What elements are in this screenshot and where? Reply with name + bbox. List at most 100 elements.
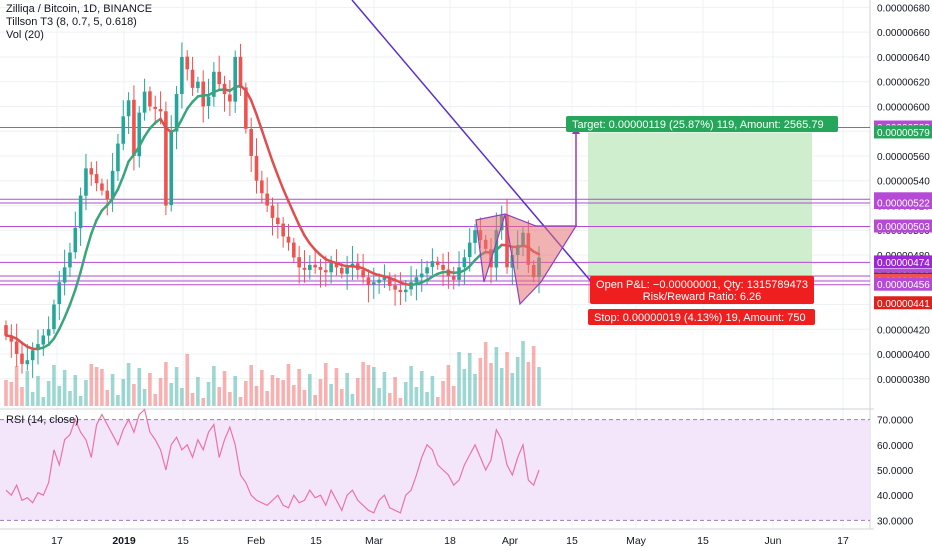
candle-body <box>255 156 259 181</box>
volume-bar <box>223 371 227 406</box>
stop-label: Stop: 0.00000019 (4.13%) 19, Amount: 750 <box>594 312 806 324</box>
candle-body <box>196 82 200 88</box>
volume-bar <box>377 388 381 406</box>
volume-bar <box>249 365 253 406</box>
volume-bar <box>100 369 104 406</box>
volume-bar <box>73 375 77 406</box>
volume-bar <box>409 366 413 406</box>
volume-bar <box>495 347 499 406</box>
volume-bar <box>516 357 520 406</box>
candle-body <box>265 194 269 206</box>
volume-bar <box>292 385 296 406</box>
volume-bar <box>404 382 408 406</box>
volume-bar <box>95 367 99 406</box>
volume-bar <box>329 384 333 406</box>
volume-bar <box>169 383 173 406</box>
t3-segment <box>304 235 309 243</box>
volume-bar <box>431 376 435 406</box>
candle-body <box>63 267 67 282</box>
candle-body <box>303 268 307 270</box>
candle-body <box>415 277 419 282</box>
pnl-label: Open P&L: −0.00000001, Qty: 1315789473 <box>596 279 808 291</box>
volume-bar <box>47 381 51 406</box>
time-tick-label: 17 <box>837 535 849 547</box>
volume-bar <box>201 398 205 406</box>
candle-body <box>324 270 328 272</box>
candle-body <box>271 206 275 218</box>
price-tick-label: 0.00000640 <box>877 53 930 64</box>
candle-body <box>281 224 285 237</box>
candle-body <box>404 290 408 292</box>
t3-segment <box>267 146 272 162</box>
volume-bars <box>4 341 541 406</box>
candle-body <box>468 243 472 257</box>
volume-bar <box>10 382 14 406</box>
volume-bar <box>63 370 67 406</box>
time-tick-label: 2019 <box>112 535 136 547</box>
risk-reward-label: Risk/Reward Ratio: 6.26 <box>643 291 762 303</box>
volume-bar <box>153 394 157 406</box>
volume-bar <box>175 367 179 406</box>
price-tick-label: 0.00000380 <box>877 375 930 386</box>
volume-bar <box>505 352 509 406</box>
candle-body <box>441 265 445 270</box>
rsi-tick-label: 40.0000 <box>877 491 914 502</box>
candle-body <box>73 228 77 252</box>
candle-body <box>148 91 152 106</box>
volume-bar <box>367 365 371 406</box>
candle-body <box>79 196 83 229</box>
volume-bar <box>79 396 83 406</box>
candle-body <box>377 280 381 283</box>
volume-bar <box>361 362 365 406</box>
time-tick-label: 15 <box>177 535 189 547</box>
time-tick-label: 15 <box>697 535 709 547</box>
volume-bar <box>340 389 344 406</box>
volume-bar <box>212 366 216 406</box>
candle-body <box>393 285 397 289</box>
volume-bar <box>393 377 397 406</box>
volume-bar <box>372 367 376 406</box>
volume-bar <box>521 341 525 406</box>
volume-bar <box>489 363 493 406</box>
price-axis: 0.000003800.000004000.000004200.00000440… <box>874 3 932 527</box>
t3-segment <box>145 128 150 136</box>
candle-body <box>58 282 62 304</box>
candle-body <box>84 168 88 195</box>
candle-body <box>127 100 131 116</box>
candle-body <box>425 267 429 273</box>
volume-bar <box>180 388 184 406</box>
volume-bar <box>537 367 541 406</box>
volume-bar <box>297 369 301 406</box>
volume-bar <box>137 368 141 406</box>
candle-body <box>431 261 435 267</box>
rsi-tick-label: 30.0000 <box>877 516 914 527</box>
time-tick-label: May <box>626 535 647 547</box>
time-tick-label: Mar <box>365 535 384 547</box>
volume-bar <box>447 365 451 406</box>
candle-body <box>20 354 24 364</box>
target-zone <box>588 132 812 279</box>
candle-body <box>249 129 253 156</box>
volume-bar <box>308 374 312 406</box>
candle-body <box>436 261 440 264</box>
price-tick-label: 0.00000540 <box>877 177 930 188</box>
candle-body <box>68 253 72 268</box>
volume-bar <box>479 358 483 406</box>
candle-body <box>42 335 46 344</box>
volume-bar <box>271 375 275 406</box>
t3-segment <box>59 317 64 329</box>
candle-body <box>100 183 104 190</box>
volume-bar <box>132 384 136 406</box>
candle-body <box>260 180 264 193</box>
candle-body <box>116 144 120 172</box>
volume-bar <box>287 364 291 406</box>
volume-bar <box>425 392 429 406</box>
volume-bar <box>31 392 35 406</box>
price-tick-label: 0.00000680 <box>877 3 930 14</box>
candle-body <box>159 109 163 111</box>
candle-body <box>217 72 221 84</box>
volume-bar <box>260 370 264 406</box>
time-tick-label: 15 <box>310 535 322 547</box>
